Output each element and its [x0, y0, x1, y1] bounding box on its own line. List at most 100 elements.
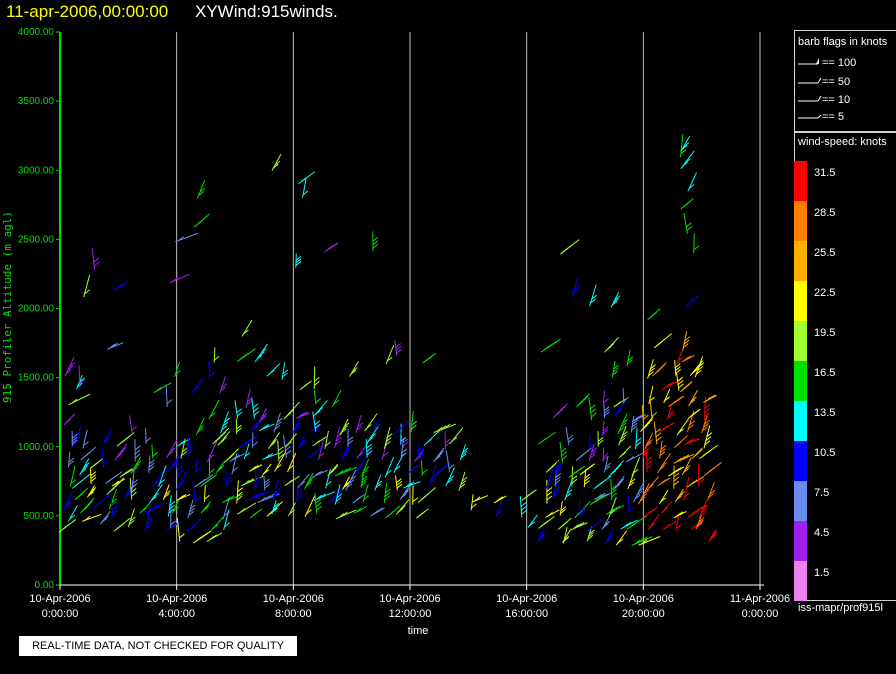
- barb-flag: [111, 505, 118, 511]
- barb-flag: [384, 495, 390, 501]
- barb-staff: [659, 440, 663, 459]
- barb-flag: [94, 502, 101, 508]
- barb-flag: [177, 465, 183, 471]
- barb-staff: [207, 361, 211, 379]
- barb-flag: [604, 411, 610, 417]
- barb-flag: [611, 488, 617, 494]
- barb-flag: [540, 531, 546, 537]
- barb-flag: [677, 357, 684, 362]
- wind-barb: [630, 415, 638, 433]
- wind-barb: [649, 396, 658, 420]
- barb-flag: [90, 474, 97, 479]
- wind-barb: [111, 478, 126, 487]
- barb-flag: [177, 482, 184, 488]
- wind-barb: [589, 284, 598, 307]
- barb-flag: [330, 467, 337, 473]
- wind-barb: [263, 475, 271, 491]
- barb-flag: [471, 503, 477, 509]
- barb-flag: [604, 408, 610, 414]
- wind-barb: [229, 453, 245, 462]
- barb-flag: [649, 367, 655, 373]
- wind-barb: [312, 436, 327, 447]
- wind-barb: [296, 481, 303, 503]
- barb-flag: [636, 414, 642, 420]
- wind-barb: [83, 274, 91, 298]
- barb-flag: [667, 413, 674, 419]
- wind-barb: [177, 438, 191, 447]
- barb-flag: [308, 476, 315, 482]
- barb-flag: [103, 515, 109, 521]
- barb-flag: [172, 277, 178, 282]
- barb-flag: [300, 441, 306, 447]
- barb-flag: [93, 460, 100, 466]
- barb-flag: [363, 495, 370, 501]
- barb-flag: [684, 492, 691, 498]
- barb-flag: [239, 508, 246, 513]
- wind-barb: [267, 432, 280, 449]
- barb-flag: [90, 486, 97, 492]
- barb-flag: [529, 521, 535, 527]
- barb-flag: [263, 424, 270, 429]
- wind-barb: [626, 349, 634, 367]
- wind-barb: [222, 493, 244, 503]
- barb-flag: [224, 522, 230, 528]
- barb-flag: [306, 509, 312, 515]
- y-tick-label: 3500.00: [18, 96, 55, 107]
- barb-flag: [178, 236, 184, 241]
- barb-flag: [642, 414, 649, 420]
- barb-flag: [560, 406, 566, 411]
- barb-flag: [87, 501, 93, 506]
- barb-flag: [101, 517, 108, 523]
- barb-flag: [396, 483, 403, 489]
- wind-barb: [349, 361, 359, 377]
- barb-flag: [325, 441, 331, 447]
- barb-staff: [673, 434, 688, 449]
- barb-flag: [703, 423, 709, 428]
- barb-flag: [634, 494, 641, 500]
- barb-flag: [130, 516, 136, 522]
- barb-flag: [338, 470, 344, 475]
- wind-barb: [688, 389, 699, 407]
- wind-barb: [134, 438, 141, 462]
- barb-flag: [261, 348, 267, 354]
- barb-flag: [93, 261, 100, 267]
- wind-barb: [68, 393, 91, 406]
- wind-barb: [283, 401, 301, 420]
- y-tick-label: 2000.00: [18, 304, 55, 315]
- barb-flag: [651, 412, 658, 417]
- barb-flag: [620, 434, 627, 440]
- wind-barb: [219, 376, 228, 394]
- speed-swatch: [794, 201, 807, 241]
- barb-flag: [120, 447, 127, 453]
- barb-staff: [325, 468, 331, 489]
- barb-flag: [571, 475, 578, 481]
- wind-barb: [167, 495, 176, 517]
- wind-barb: [89, 458, 104, 469]
- barb-flag: [260, 415, 267, 421]
- barb-flag: [402, 490, 409, 496]
- barb-flag: [83, 441, 89, 446]
- wind-barb: [158, 465, 167, 487]
- barb-flag: [563, 536, 570, 542]
- barb-flag: [400, 505, 406, 510]
- barb-flag: [582, 395, 589, 401]
- speed-label: 25.5: [814, 247, 835, 259]
- barb-flag: [333, 399, 339, 405]
- barb-flag: [68, 460, 74, 466]
- barb-flag: [79, 377, 85, 383]
- barb-flag: [179, 479, 185, 485]
- barb-flag: [571, 478, 578, 484]
- barb-flag: [699, 511, 706, 517]
- wind-barb: [538, 431, 557, 445]
- barb-flag: [607, 534, 614, 540]
- barb-flag: [134, 445, 141, 451]
- wind-barb: [602, 420, 609, 436]
- barb-flag: [641, 536, 648, 542]
- wind-barb: [217, 431, 231, 446]
- wind-barb: [495, 501, 503, 518]
- barb-flag: [572, 524, 579, 530]
- wind-barb: [284, 475, 300, 486]
- wind-barb: [312, 400, 328, 418]
- barb-flag: [660, 445, 667, 450]
- wind-barb: [687, 408, 701, 419]
